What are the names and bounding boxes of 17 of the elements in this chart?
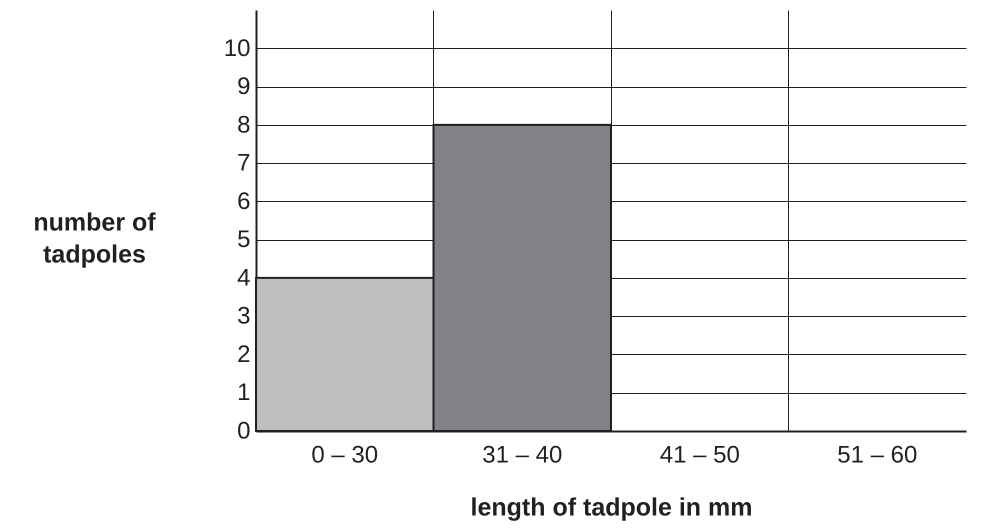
y-tick-label: 4 — [237, 264, 250, 292]
y-axis-title: number of tadpoles — [33, 208, 156, 268]
y-tick-label: 3 — [237, 302, 250, 330]
y-tick-label: 8 — [237, 111, 250, 138]
y-tick-label: 6 — [237, 188, 250, 215]
y-tick-label: 1 — [237, 379, 250, 406]
y-tick-label: 2 — [237, 340, 250, 368]
y-tick-label: 5 — [237, 226, 250, 254]
x-tick-label: 41 – 50 — [660, 442, 740, 468]
x-tick-label: 51 – 60 — [837, 442, 918, 468]
y-tick-label: 0 — [237, 418, 250, 444]
x-tick-label: 0 – 30 — [311, 442, 378, 468]
x-axis-title: length of tadpole in mm — [470, 494, 752, 522]
y-tick-label: 7 — [237, 150, 250, 177]
y-tick-label: 10 — [224, 34, 250, 62]
x-tick-label: 31 – 40 — [482, 442, 562, 468]
y-tick-label: 9 — [237, 73, 250, 100]
